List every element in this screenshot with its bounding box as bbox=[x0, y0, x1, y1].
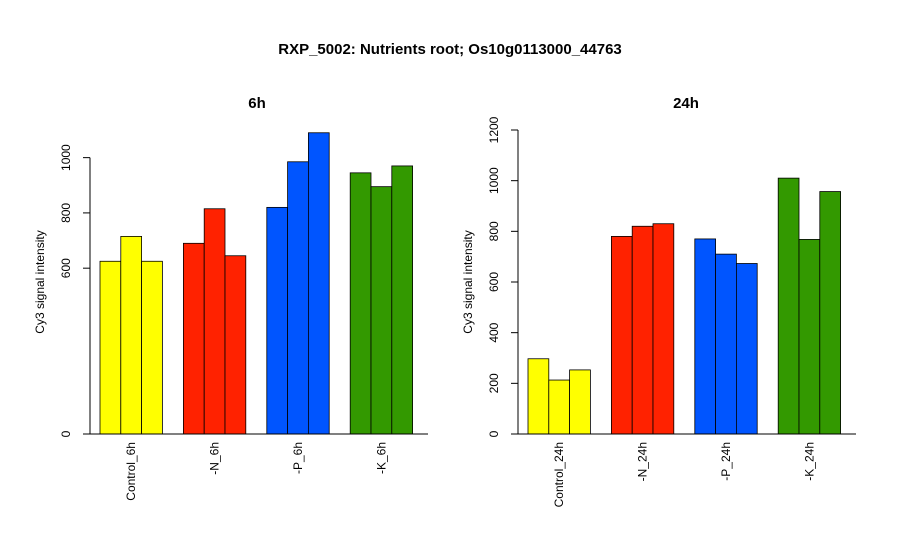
x-tick-label-6h-0: Control_6h bbox=[124, 442, 138, 501]
panel-6h: 6h Cy3 signal intensity Control_6h -N_6h -… bbox=[33, 95, 428, 501]
x-tick-label-24h-3: -K_24h bbox=[802, 442, 816, 481]
bar-6h-3-1 bbox=[370, 186, 393, 435]
panel-title-6h: 6h bbox=[248, 95, 266, 112]
y-tick-label-24h-1: 200 bbox=[487, 373, 501, 393]
x-tick-label-6h-1: -N_6h bbox=[208, 442, 222, 475]
bar-24h-3-2 bbox=[819, 191, 841, 435]
figure-title: RXP_5002: Nutrients root; Os10g0113000_4… bbox=[278, 41, 622, 58]
y-tick-label-24h-6: 1200 bbox=[487, 116, 501, 143]
x-tick-label-24h-2: -P_24h bbox=[719, 442, 733, 481]
y-tick-label-6h-1: 600 bbox=[59, 258, 73, 278]
y-tick-label-24h-5: 1000 bbox=[487, 167, 501, 194]
bar-24h-2-1 bbox=[715, 253, 737, 435]
bar-6h-0-2 bbox=[141, 260, 163, 435]
bar-6h-3-0 bbox=[349, 172, 372, 435]
y-tick-label-24h-0: 0 bbox=[487, 430, 501, 437]
bar-6h-2-2 bbox=[307, 132, 330, 435]
x-tick-label-24h-0: Control_24h bbox=[552, 442, 566, 507]
bar-24h-3-0 bbox=[777, 177, 800, 435]
bar-24h-0-1 bbox=[548, 379, 570, 435]
panel-24h: 24h Cy3 signal intensity Control_24h -N_2… bbox=[461, 95, 856, 507]
x-tick-label-24h-1: -N_24h bbox=[636, 442, 650, 481]
bar-24h-1-0 bbox=[611, 235, 633, 435]
y-tick-label-24h-4: 800 bbox=[487, 221, 501, 241]
bar-24h-1-2 bbox=[652, 223, 675, 435]
bar-24h-0-2 bbox=[569, 369, 591, 435]
bar-24h-0-0 bbox=[527, 358, 550, 435]
y-tick-label-6h-3: 1000 bbox=[59, 144, 73, 171]
y-axis-label-6h: Cy3 signal intensity bbox=[33, 230, 47, 333]
y-tick-label-24h-2: 400 bbox=[487, 322, 501, 342]
bar-24h-2-2 bbox=[736, 263, 758, 435]
y-tick-label-24h-3: 600 bbox=[487, 272, 501, 292]
bar-6h-3-2 bbox=[391, 165, 413, 435]
bar-6h-0-1 bbox=[120, 235, 143, 435]
bar-6h-1-0 bbox=[182, 242, 205, 435]
y-tick-label-6h-0: 0 bbox=[59, 430, 73, 437]
bar-6h-2-1 bbox=[287, 161, 309, 435]
bar-6h-2-0 bbox=[266, 206, 288, 435]
bar-24h-1-1 bbox=[631, 225, 654, 435]
x-tick-label-6h-2: -P_6h bbox=[291, 442, 305, 474]
bar-6h-1-1 bbox=[203, 208, 226, 435]
bar-6h-1-2 bbox=[224, 255, 247, 435]
y-axis-label-24h: Cy3 signal intensity bbox=[461, 230, 475, 333]
bar-6h-0-0 bbox=[99, 260, 122, 435]
x-tick-label-6h-3: -K_6h bbox=[374, 442, 388, 474]
bar-24h-3-1 bbox=[798, 239, 821, 435]
bar-24h-2-0 bbox=[694, 238, 716, 435]
y-tick-label-6h-2: 800 bbox=[59, 203, 73, 223]
panel-title-24h: 24h bbox=[673, 95, 699, 112]
